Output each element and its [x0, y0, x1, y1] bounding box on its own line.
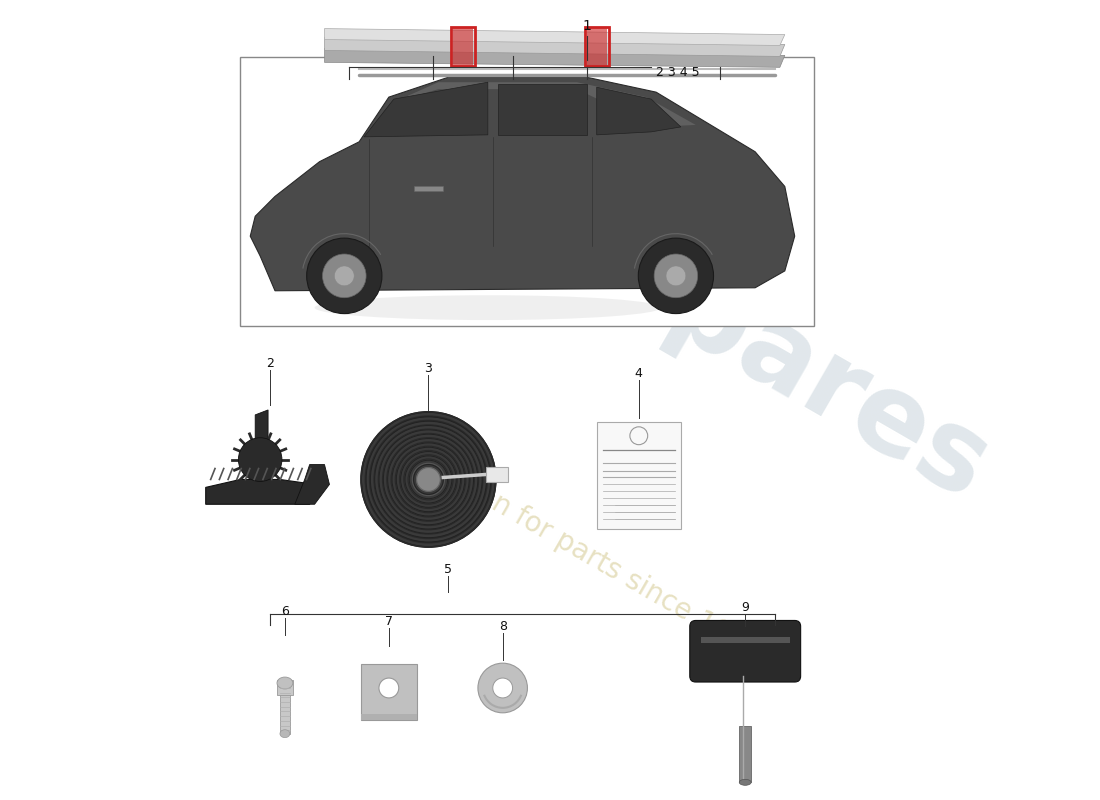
Bar: [361, 664, 417, 720]
Polygon shape: [596, 87, 681, 135]
Bar: [585, 26, 608, 66]
Circle shape: [239, 438, 282, 482]
Circle shape: [638, 238, 714, 314]
Bar: [414, 186, 443, 191]
Text: 2 3 4 5: 2 3 4 5: [656, 66, 700, 78]
Text: 2: 2: [266, 358, 274, 370]
Polygon shape: [324, 38, 784, 57]
Polygon shape: [324, 49, 784, 67]
Ellipse shape: [277, 677, 293, 689]
Text: 9: 9: [741, 601, 749, 614]
Circle shape: [307, 238, 382, 314]
PathPatch shape: [251, 78, 794, 290]
Ellipse shape: [315, 295, 661, 320]
Text: 4: 4: [635, 367, 642, 380]
Circle shape: [334, 266, 354, 286]
Ellipse shape: [739, 779, 751, 786]
Polygon shape: [324, 29, 784, 46]
Text: a passion for parts since 1985: a passion for parts since 1985: [388, 432, 766, 666]
Polygon shape: [295, 465, 329, 504]
Polygon shape: [364, 82, 487, 137]
Circle shape: [493, 678, 513, 698]
Bar: [596, 422, 681, 529]
Text: 8: 8: [498, 620, 507, 634]
Text: 3: 3: [425, 362, 432, 375]
Text: 7: 7: [385, 615, 393, 629]
Text: 6: 6: [280, 606, 289, 618]
Circle shape: [417, 467, 440, 491]
Bar: [451, 26, 475, 66]
PathPatch shape: [394, 82, 695, 127]
Bar: [586, 26, 606, 66]
Polygon shape: [206, 479, 315, 504]
Bar: [277, 680, 293, 695]
Text: 1: 1: [582, 18, 592, 33]
Circle shape: [322, 254, 366, 298]
Circle shape: [378, 678, 398, 698]
Polygon shape: [255, 410, 268, 462]
Circle shape: [666, 266, 685, 286]
Text: 5: 5: [444, 562, 452, 576]
Circle shape: [477, 663, 527, 713]
Text: eurospares: eurospares: [345, 78, 1006, 522]
Bar: [453, 26, 473, 66]
Bar: [739, 726, 751, 782]
Bar: [361, 714, 417, 720]
Circle shape: [654, 254, 697, 298]
Bar: [280, 683, 290, 734]
Ellipse shape: [280, 730, 290, 738]
Bar: [241, 58, 814, 326]
Bar: [486, 466, 507, 482]
Polygon shape: [497, 84, 586, 135]
Bar: [701, 638, 790, 643]
FancyBboxPatch shape: [690, 621, 801, 682]
Circle shape: [361, 412, 496, 547]
